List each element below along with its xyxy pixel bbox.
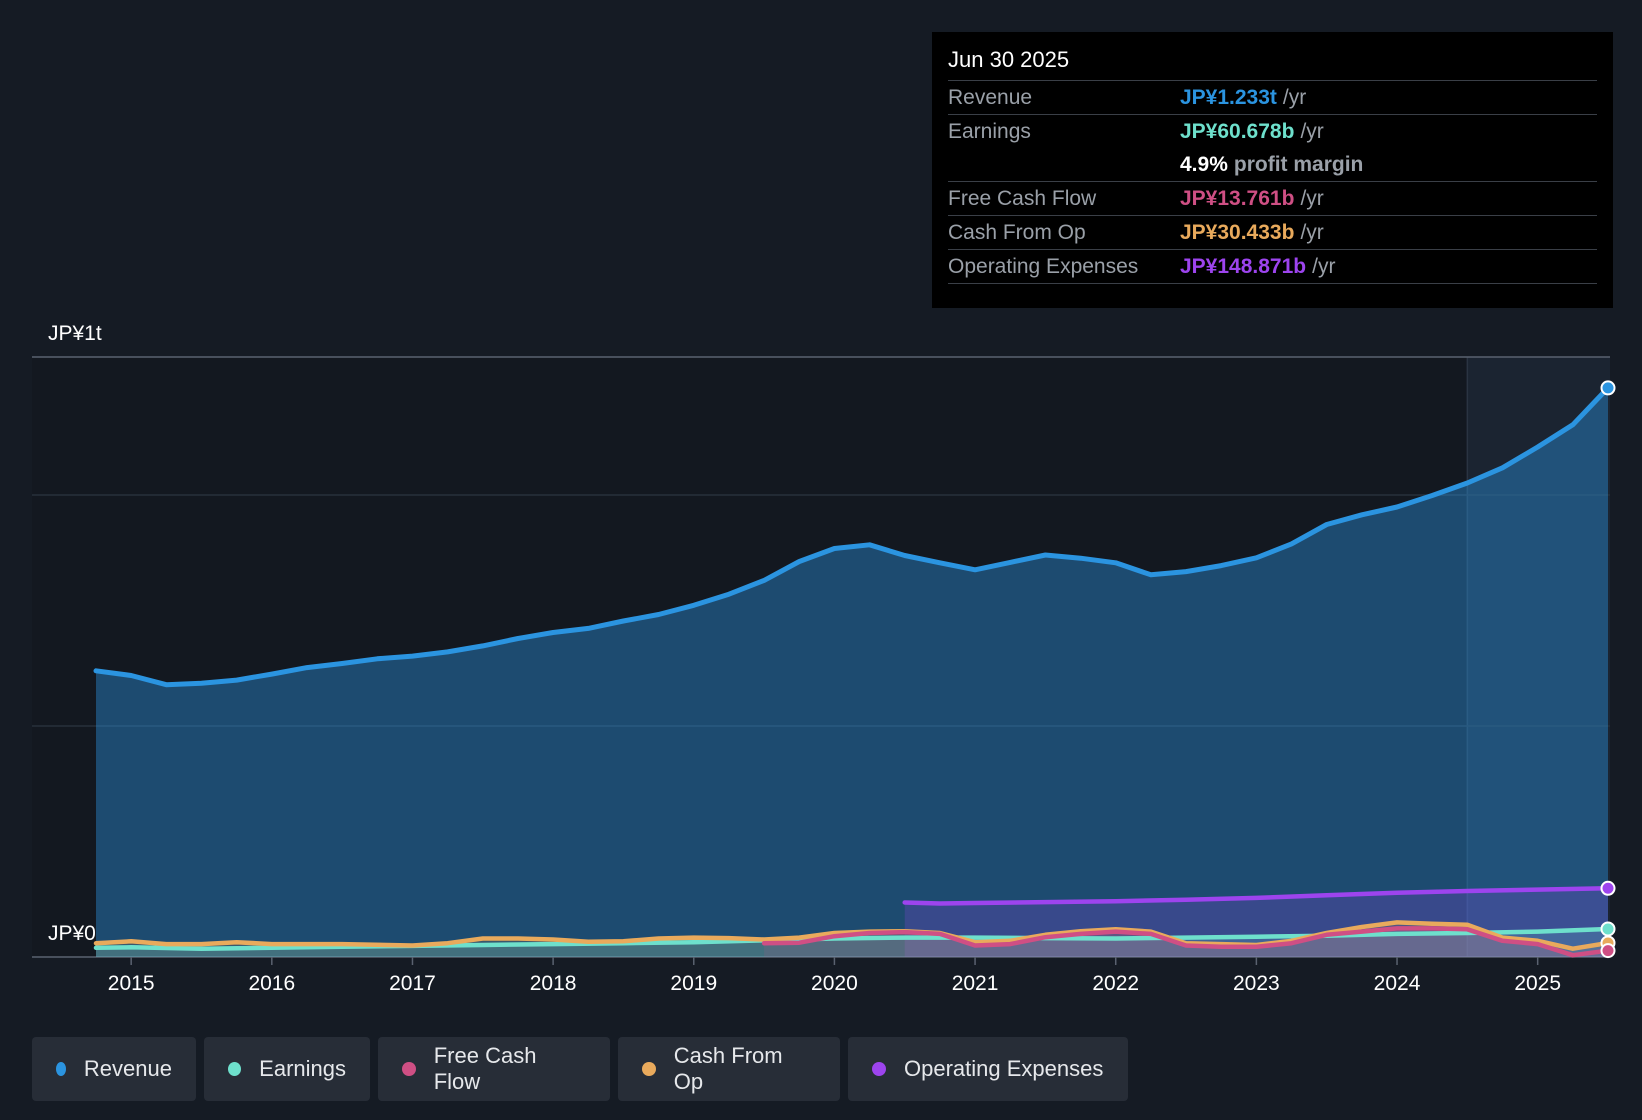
endpoint-revenue xyxy=(1600,380,1616,396)
legend-dot-icon xyxy=(402,1062,416,1076)
legend-dot-icon xyxy=(872,1062,886,1076)
x-tick-label: 2023 xyxy=(1233,972,1280,995)
legend-item-free-cash-flow[interactable]: Free Cash Flow xyxy=(378,1037,610,1101)
tooltip-label: Cash From Op xyxy=(948,221,1086,244)
x-tick-label: 2024 xyxy=(1374,972,1421,995)
tooltip-label: Operating Expenses xyxy=(948,255,1139,278)
legend-label: Operating Expenses xyxy=(904,1056,1104,1081)
area-earnings xyxy=(96,928,1608,957)
line-revenue xyxy=(93,385,1611,688)
tooltip-label: Revenue xyxy=(948,86,1033,109)
tooltip-unit: /yr xyxy=(1300,187,1324,210)
legend-item-cash-from-op[interactable]: Cash From Op xyxy=(618,1037,840,1101)
tooltip-profit-margin-value: 4.9% xyxy=(1180,153,1228,176)
line-free-cash-flow xyxy=(761,926,1611,958)
tooltip-row-cash-from-op: Cash From Op JP¥30.433b/yr xyxy=(948,216,1597,250)
area-revenue xyxy=(96,387,1608,957)
tooltip-value-cash-from-op: JP¥30.433b xyxy=(1180,221,1295,244)
x-tick-label: 2022 xyxy=(1092,972,1139,995)
endpoint-operating-expenses xyxy=(1600,880,1616,896)
x-tick-label: 2016 xyxy=(248,972,295,995)
legend-item-operating-expenses[interactable]: Operating Expenses xyxy=(848,1037,1128,1101)
tooltip-unit: /yr xyxy=(1300,221,1324,244)
legend-dot-icon xyxy=(642,1062,656,1076)
legend-dot-icon xyxy=(56,1062,66,1076)
tooltip-profit-margin-label: profit margin xyxy=(1233,153,1364,176)
tooltip-label: Free Cash Flow xyxy=(948,187,1097,210)
x-tick-label: 2020 xyxy=(811,972,858,995)
x-tick-label: 2017 xyxy=(389,972,436,995)
x-tick-label: 2019 xyxy=(670,972,717,995)
tooltip: Jun 30 2025 Revenue JP¥1.233t/yr Earning… xyxy=(932,32,1613,308)
tooltip-value-free-cash-flow: JP¥13.761b xyxy=(1180,187,1295,210)
x-tick-label: 2025 xyxy=(1514,972,1561,995)
legend-item-earnings[interactable]: Earnings xyxy=(204,1037,370,1101)
forecast-region xyxy=(1467,357,1610,957)
x-tick-label: 2015 xyxy=(108,972,155,995)
legend-label: Earnings xyxy=(259,1056,346,1081)
tooltip-row-operating-expenses: Operating Expenses JP¥148.871b/yr xyxy=(948,250,1597,284)
endpoint-free-cash-flow xyxy=(1600,943,1616,959)
tooltip-label: Earnings xyxy=(948,120,1031,143)
tooltip-row-profit-margin: 4.9% profit margin xyxy=(948,148,1597,182)
x-tick-label: 2021 xyxy=(952,972,999,995)
endpoint-earnings xyxy=(1600,921,1616,937)
tooltip-unit: /yr xyxy=(1312,255,1336,278)
y-axis-bottom-label: JP¥0 xyxy=(48,922,96,945)
x-tick-label: 2018 xyxy=(530,972,577,995)
tooltip-row-revenue: Revenue JP¥1.233t/yr xyxy=(948,81,1597,115)
tooltip-unit: /yr xyxy=(1282,86,1307,109)
tooltip-row-earnings: Earnings JP¥60.678b/yr xyxy=(948,115,1597,148)
tooltip-value-operating-expenses: JP¥148.871b xyxy=(1180,255,1307,278)
plot-background xyxy=(32,357,1610,957)
line-operating-expenses xyxy=(902,886,1611,906)
tooltip-date: Jun 30 2025 xyxy=(948,46,1597,81)
tooltip-value-revenue: JP¥1.233t xyxy=(1180,86,1277,109)
legend-label: Revenue xyxy=(83,1056,172,1081)
line-earnings xyxy=(93,926,1611,951)
tooltip-row-free-cash-flow: Free Cash Flow JP¥13.761b/yr xyxy=(948,182,1597,216)
legend-dot-icon xyxy=(228,1062,242,1076)
tooltip-value-earnings: JP¥60.678b xyxy=(1180,120,1295,143)
y-axis-top-label: JP¥1t xyxy=(48,322,102,345)
legend-label: Free Cash Flow xyxy=(433,1043,537,1094)
tooltip-unit: /yr xyxy=(1300,120,1324,143)
legend-label: Cash From Op xyxy=(673,1043,783,1094)
legend-item-revenue[interactable]: Revenue xyxy=(32,1037,196,1101)
